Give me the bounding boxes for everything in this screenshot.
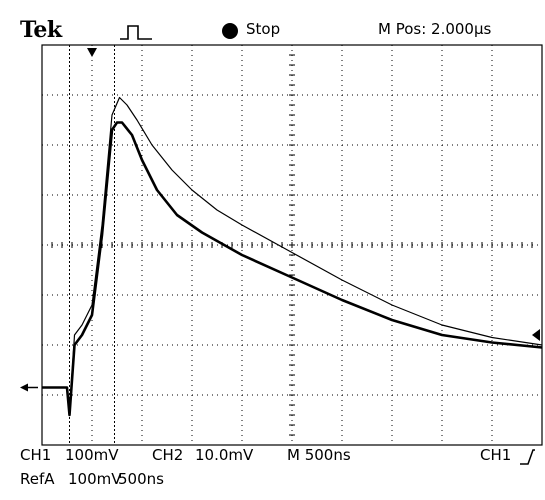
ch1-label: CH1 <box>20 446 52 464</box>
graticule <box>41 44 543 446</box>
trace-reference <box>42 96 543 416</box>
brand-logo: Tek <box>20 17 62 43</box>
ch2-scale: 10.0mV <box>195 446 254 464</box>
ref-scale: 100mV <box>68 470 122 488</box>
traces <box>42 96 543 417</box>
rising-edge-icon <box>520 449 535 465</box>
ref-label: RefA <box>20 470 55 488</box>
plot-markers <box>20 45 540 445</box>
trigger-source: CH1 <box>480 446 512 464</box>
trigger-position-marker <box>87 48 97 57</box>
trace-live <box>42 121 543 417</box>
ground-level-marker <box>20 383 28 392</box>
acquisition-status-icon <box>222 23 238 39</box>
ref-time: 500ns <box>118 470 164 488</box>
trigger-level-marker <box>532 329 540 341</box>
horizontal-position: M Pos: 2.000µs <box>378 20 492 38</box>
timebase: M 500ns <box>287 446 351 464</box>
ch2-label: CH2 <box>152 446 184 464</box>
acquisition-status: Stop <box>246 20 281 38</box>
trigger-pulse-icon <box>120 25 152 40</box>
ch1-scale: 100mV <box>65 446 119 464</box>
